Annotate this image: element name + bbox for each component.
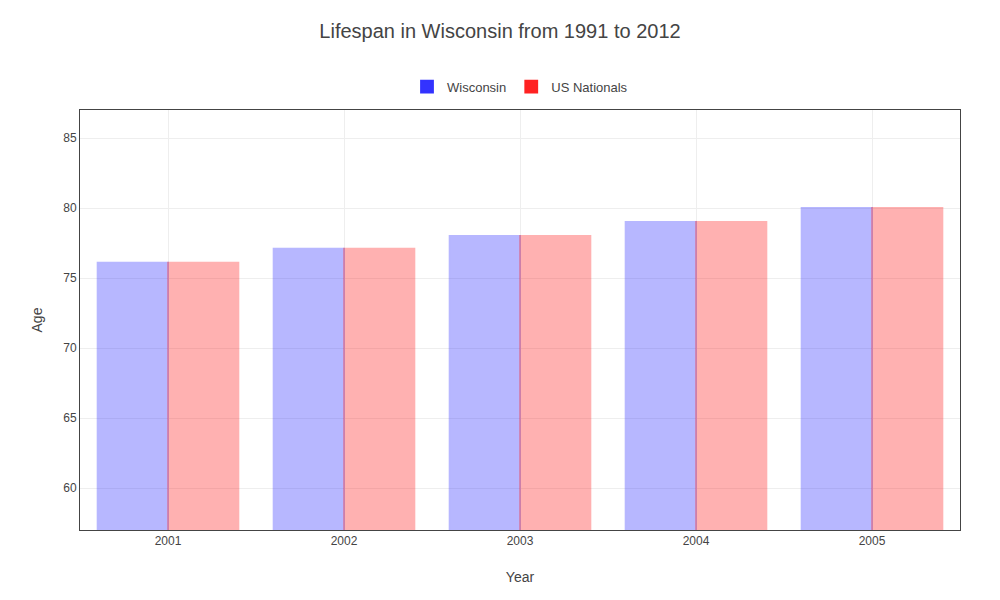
svg-text:85: 85 xyxy=(63,131,77,145)
svg-text:75: 75 xyxy=(63,271,77,285)
svg-text:2003: 2003 xyxy=(507,534,534,548)
svg-text:60: 60 xyxy=(63,481,77,495)
svg-text:Wisconsin: Wisconsin xyxy=(447,80,506,95)
svg-text:80: 80 xyxy=(63,201,77,215)
svg-text:2004: 2004 xyxy=(683,534,710,548)
svg-text:US Nationals: US Nationals xyxy=(551,80,627,95)
svg-text:2001: 2001 xyxy=(155,534,182,548)
svg-text:65: 65 xyxy=(63,411,77,425)
svg-text:70: 70 xyxy=(63,341,77,355)
svg-text:Age: Age xyxy=(29,307,45,332)
svg-text:Lifespan in Wisconsin from 199: Lifespan in Wisconsin from 1991 to 2012 xyxy=(319,20,680,42)
svg-text:2002: 2002 xyxy=(331,534,358,548)
svg-text:2005: 2005 xyxy=(859,534,886,548)
svg-text:Year: Year xyxy=(506,569,535,585)
